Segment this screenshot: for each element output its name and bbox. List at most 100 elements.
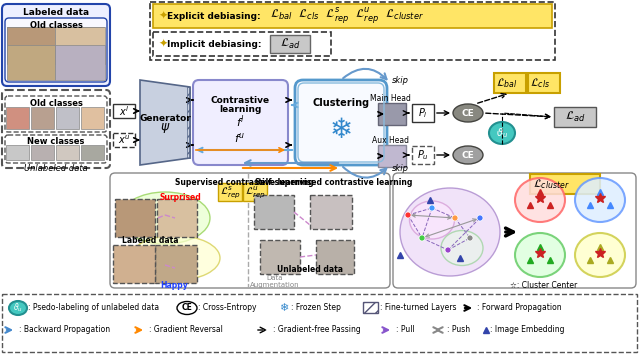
Text: skip: skip [392,164,408,173]
Bar [528,73,560,93]
Text: $\mathcal{L}_{ad}$: $\mathcal{L}_{ad}$ [564,110,586,124]
Bar [310,195,352,229]
Bar [55,27,105,64]
Bar [153,4,552,28]
Text: $\psi$: $\psi$ [160,121,170,135]
Text: $\mathcal{L}_{cluster}$: $\mathcal{L}_{cluster}$ [533,177,570,191]
Text: : Fine-turned Layers: : Fine-turned Layers [380,304,456,313]
Text: $\vartheta_u$: $\vartheta_u$ [496,126,508,140]
Ellipse shape [400,188,500,276]
Bar [31,145,54,160]
Text: New classes: New classes [28,136,84,145]
Bar [412,146,434,164]
Text: : Image Embedding: : Image Embedding [490,325,564,334]
Bar [7,27,55,64]
Text: Generator: Generator [139,113,191,122]
Text: CE: CE [182,304,193,313]
Bar [270,35,310,53]
Bar [6,145,29,160]
Bar [113,104,135,118]
Text: Main Head: Main Head [369,93,410,102]
Text: skip: skip [392,76,408,84]
Bar [316,240,354,274]
Text: Unlabeled data: Unlabeled data [24,164,88,173]
Text: Explicit debiasing:: Explicit debiasing: [167,11,260,20]
Ellipse shape [575,178,625,222]
Text: $f^u$: $f^u$ [234,131,246,145]
Text: : Pull: : Pull [396,325,415,334]
Text: : Backward Propagation: : Backward Propagation [19,325,110,334]
FancyBboxPatch shape [2,90,110,168]
Ellipse shape [120,192,210,244]
Bar [494,73,526,93]
Ellipse shape [489,122,515,144]
Text: : Frozen Step: : Frozen Step [291,304,341,313]
Bar [81,145,104,160]
Text: $\mathcal{L}_{rep}^{u}$: $\mathcal{L}_{rep}^{u}$ [245,184,266,200]
Text: Data: Data [267,275,284,281]
Text: Contrastive: Contrastive [211,96,269,105]
Text: $x^u$: $x^u$ [118,134,130,146]
Bar [113,133,135,147]
Text: $\mathcal{L}_{bal}$: $\mathcal{L}_{bal}$ [496,76,518,90]
Text: Old classes: Old classes [29,98,83,107]
Text: ❄: ❄ [279,303,289,313]
Text: $\mathcal{L}_{rep}^{s}$: $\mathcal{L}_{rep}^{s}$ [220,184,241,200]
FancyBboxPatch shape [193,80,288,165]
Text: $\mathcal{L}_{ad}$: $\mathcal{L}_{ad}$ [280,37,300,51]
Text: Clustering: Clustering [312,98,369,108]
Text: Labeled data: Labeled data [122,236,179,245]
FancyBboxPatch shape [393,173,636,288]
Bar [113,245,155,283]
Ellipse shape [453,104,483,122]
Text: CE: CE [461,150,474,160]
Text: ✦: ✦ [159,39,168,49]
Bar [31,107,54,129]
Text: $x^l$: $x^l$ [119,104,129,118]
Text: Labeled data: Labeled data [23,8,89,16]
Bar [115,199,155,237]
Bar [254,195,294,229]
FancyBboxPatch shape [2,4,110,86]
Bar [56,107,79,129]
Text: $\vartheta_u$: $\vartheta_u$ [13,302,23,314]
Text: : Psedo-labeling of unlabeled data: : Psedo-labeling of unlabeled data [28,304,159,313]
Text: : Gradient Reversal: : Gradient Reversal [149,325,223,334]
FancyBboxPatch shape [110,173,390,288]
Bar [378,145,406,167]
Ellipse shape [9,301,27,315]
Text: : Gradient-free Passing: : Gradient-free Passing [273,325,361,334]
Text: CE: CE [461,108,474,117]
Ellipse shape [429,205,435,211]
Bar [55,45,105,80]
Bar [57,27,104,63]
Bar [81,107,104,129]
Text: Supervised contrastive learning: Supervised contrastive learning [175,178,314,187]
Bar [2,294,637,352]
Bar [378,103,406,125]
Text: Happy: Happy [160,281,188,290]
Text: $\mathcal{L}_{bal}$  $\mathcal{L}_{cls}$  $\mathcal{L}_{rep}^{s}$  $\mathcal{L}_: $\mathcal{L}_{bal}$ $\mathcal{L}_{cls}$ … [270,6,424,26]
Text: $f^l$: $f^l$ [236,114,244,130]
Bar [56,145,79,160]
Bar [157,199,197,237]
Text: Self-supervised contrastive learning: Self-supervised contrastive learning [255,178,412,187]
Text: : Forward Propagation: : Forward Propagation [477,304,562,313]
Bar [412,104,434,122]
Ellipse shape [441,231,483,266]
Bar [363,302,378,313]
Ellipse shape [445,247,451,253]
Text: Aux Head: Aux Head [371,135,408,145]
Text: : Cross-Entropy: : Cross-Entropy [198,304,257,313]
Text: : Push: : Push [447,325,470,334]
Ellipse shape [177,301,197,314]
FancyBboxPatch shape [5,96,107,132]
Text: ❄: ❄ [330,116,353,144]
Text: Surprised: Surprised [160,193,202,202]
Text: $P_l$: $P_l$ [418,106,428,120]
Ellipse shape [467,235,473,241]
Ellipse shape [477,215,483,221]
FancyBboxPatch shape [5,135,107,163]
Bar [260,240,300,274]
Text: learning: learning [219,105,261,113]
